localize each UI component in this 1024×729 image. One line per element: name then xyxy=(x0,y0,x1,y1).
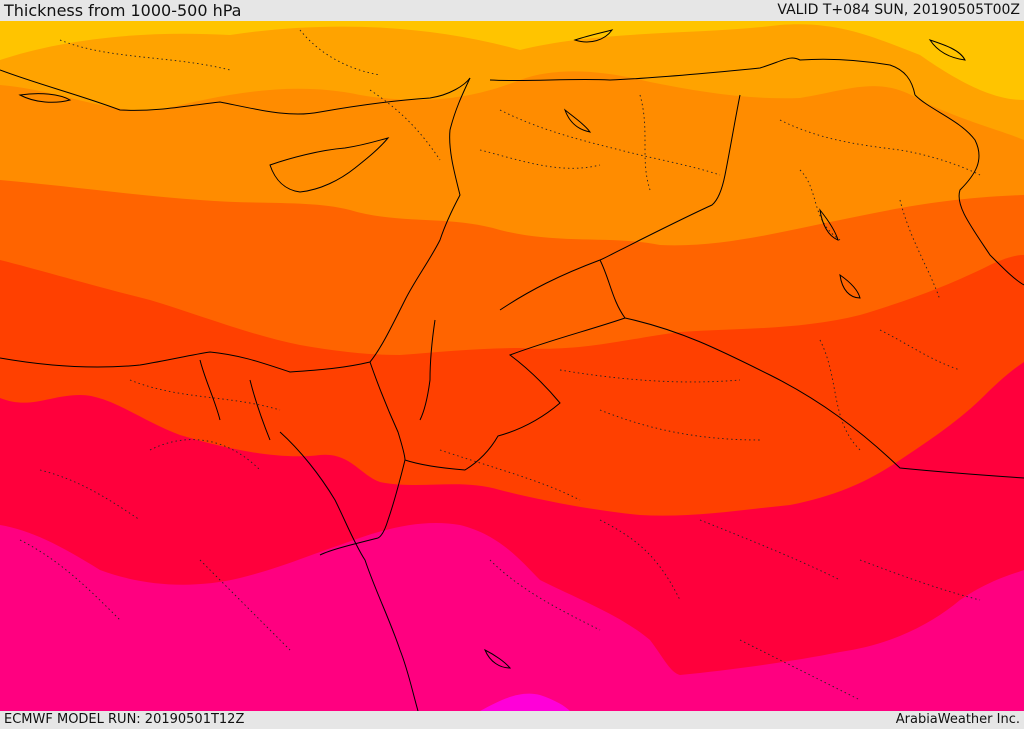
valid-time: VALID T+084 SUN, 20190505T00Z xyxy=(777,2,1020,18)
map-title: Thickness from 1000-500 hPa xyxy=(4,1,242,20)
band-violet xyxy=(480,693,570,711)
band-magenta xyxy=(0,522,1024,711)
country-borders xyxy=(0,29,1024,711)
brand-credit: ArabiaWeather Inc. xyxy=(895,712,1020,727)
thickness-map xyxy=(0,21,1024,711)
footer-bar: ECMWF MODEL RUN: 20190501T12Z ArabiaWeat… xyxy=(0,711,1024,729)
province-boundaries xyxy=(19,29,981,701)
header-bar: Thickness from 1000-500 hPa VALID T+084 … xyxy=(0,0,1024,21)
model-run: ECMWF MODEL RUN: 20190501T12Z xyxy=(4,712,245,727)
